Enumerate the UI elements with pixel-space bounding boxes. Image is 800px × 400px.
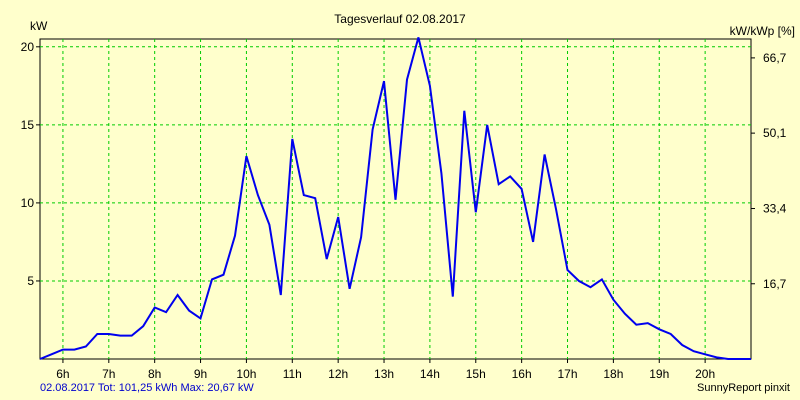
footer-summary: 02.08.2017 Tot: 101,25 kWh Max: 20,67 kW [40, 382, 254, 394]
x-tick-label: 16h [512, 367, 532, 381]
y-axis-left-label: kW [30, 19, 48, 33]
x-tick-label: 18h [603, 367, 623, 381]
x-tick-label: 6h [56, 367, 69, 381]
x-tick-label: 19h [649, 367, 669, 381]
x-tick-label: 12h [328, 367, 348, 381]
x-tick-label: 8h [148, 367, 161, 381]
series-line-kw [39, 37, 751, 360]
x-tick-label: 9h [194, 367, 207, 381]
footer-brand: SunnyReport pinxit [697, 382, 790, 394]
x-tick-label: 10h [236, 367, 256, 381]
y-tick-label-right: 16,7 [763, 277, 787, 291]
y-tick-label-left: 15 [21, 118, 35, 132]
y-axis-right-label: kW/kWp [%] [730, 24, 795, 38]
chart-title: Tagesverlauf 02.08.2017 [334, 12, 466, 26]
x-tick-label: 13h [374, 367, 394, 381]
y-tick-label-left: 10 [21, 196, 35, 210]
x-tick-label: 15h [466, 367, 486, 381]
y-tick-label-right: 66,7 [763, 51, 787, 65]
y-tick-label-left: 20 [21, 40, 35, 54]
x-tick-label: 20h [695, 367, 715, 381]
y-tick-label-right: 50,1 [763, 126, 787, 140]
gridlines [40, 39, 751, 359]
y-tick-label-right: 33,4 [763, 202, 787, 216]
x-tick-label: 14h [420, 367, 440, 381]
chart-marks: 6h 7h 8h 9h 10h 11h 12h 13h 14h 15h 16h 17h 18h 19h 20… [21, 37, 787, 381]
y-tick-label-left: 5 [27, 274, 34, 288]
x-tick-label: 11h [283, 367, 302, 381]
x-tick-label: 17h [558, 367, 578, 381]
x-tick-label: 7h [102, 367, 115, 381]
